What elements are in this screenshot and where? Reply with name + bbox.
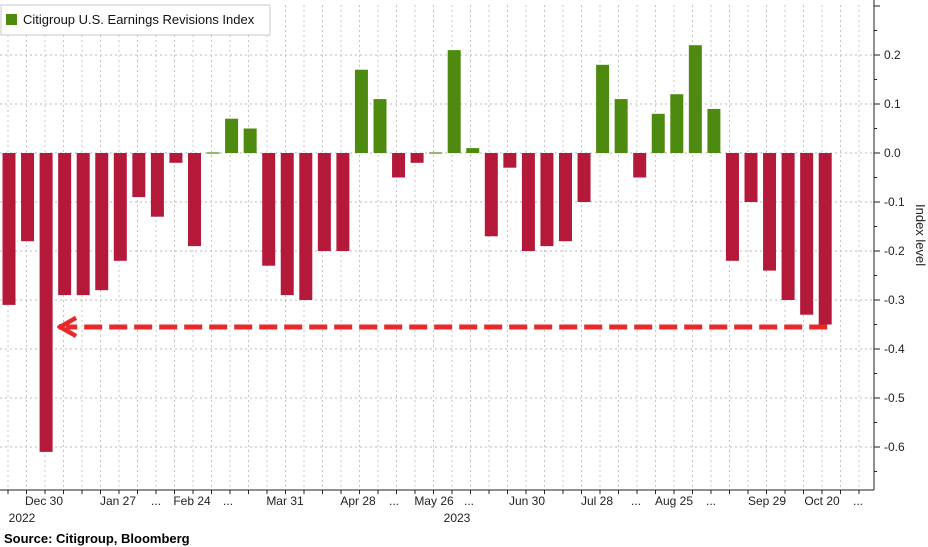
x-tick-label: Aug 25 [655,494,693,508]
bar-44 [818,153,832,325]
bar-22 [410,153,424,163]
y-tick-label: 0.2 [884,48,901,62]
y-tick-label: -0.4 [884,342,905,356]
legend-label: Citigroup U.S. Earnings Revisions Index [23,12,255,27]
bar-17 [317,153,331,251]
arrow-head [57,315,78,339]
x-tick-label: ... [389,494,399,508]
x-tick-label: Dec 30 [25,494,63,508]
bar-43 [800,153,814,315]
y-tick-label: -0.5 [884,391,905,405]
bar-27 [503,153,517,168]
y-tick-label: -0.3 [884,293,905,307]
bar-29 [540,153,554,247]
bar-16 [299,153,313,300]
y-tick-label: -0.2 [884,244,905,258]
x-tick-label: ... [706,494,716,508]
bar-31 [577,153,591,202]
x-tick-label: Mar 31 [266,494,304,508]
bar-35 [651,113,665,153]
bar-19 [354,69,368,153]
x-tick-label: May 26 [414,494,454,508]
y-tick-labels: 0.2 0.1 0.0 -0.1 -0.2 -0.3 -0.4 -0.5 -0.6 [884,48,905,454]
bar-20 [373,99,387,153]
x-tick-label: ... [464,494,474,508]
bar-36 [670,94,684,153]
bar-23 [429,152,443,154]
bar-1 [21,153,35,242]
x-tick-label: Feb 24 [173,494,211,508]
legend-box [0,4,271,36]
bar-40 [744,153,758,202]
bar-14 [262,153,276,266]
x-tick-label: Apr 28 [340,494,376,508]
x-tick-label: ... [853,494,863,508]
bar-3 [58,153,72,296]
bar-15 [280,153,294,296]
axis-layer [0,0,880,494]
x-tick-label: Jul 28 [581,494,613,508]
bar-0 [2,153,16,305]
y-axis-label: Index level [913,204,928,266]
bar-6 [113,153,127,261]
bar-39 [725,153,739,261]
bar-37 [688,45,702,154]
grid-layer [0,5,874,490]
bar-30 [559,153,572,242]
x-tick-label: ... [223,494,233,508]
legend-swatch [6,14,17,25]
x-tick-label: Oct 20 [804,494,840,508]
bar-25 [466,148,480,153]
bar-12 [225,118,239,153]
bar-42 [781,153,795,300]
bar-4 [76,153,90,296]
x-tick-labels: Dec 30 Jan 27... Feb 24... Mar 31 Apr 28... M… [9,494,863,525]
bar-8 [150,153,164,217]
annotation-arrow [57,315,828,339]
bar-18 [336,153,350,251]
y-tick-label: -0.1 [884,195,905,209]
source-note: Source: Citigroup, Bloomberg [4,531,190,546]
bar-11 [206,152,220,154]
bar-2 [39,153,53,452]
year-label: 2023 [444,511,471,525]
bar-28 [521,153,535,251]
legend: Citigroup U.S. Earnings Revisions Index [0,4,271,36]
x-tick-label: ... [151,494,161,508]
bar-34 [633,153,647,178]
bar-21 [392,153,406,178]
x-tick-label: Sep 29 [748,494,786,508]
bar-38 [707,108,721,153]
bar-9 [169,153,183,163]
bar-26 [484,153,498,237]
bar-41 [763,153,777,271]
bar-5 [95,153,109,291]
bar-32 [596,64,610,153]
x-tick-label: Jan 27 [100,494,136,508]
bar-7 [132,153,146,198]
bar-24 [447,50,461,153]
y-tick-label: 0.0 [884,146,901,160]
bar-10 [188,153,201,247]
x-tick-label: Jun 30 [509,494,545,508]
bar-33 [614,99,628,153]
year-label: 2022 [9,511,36,525]
bars-layer [2,45,832,452]
y-tick-label: -0.6 [884,440,905,454]
x-tick-label: ... [631,494,641,508]
y-tick-label: 0.1 [884,97,901,111]
bar-13 [243,128,257,153]
